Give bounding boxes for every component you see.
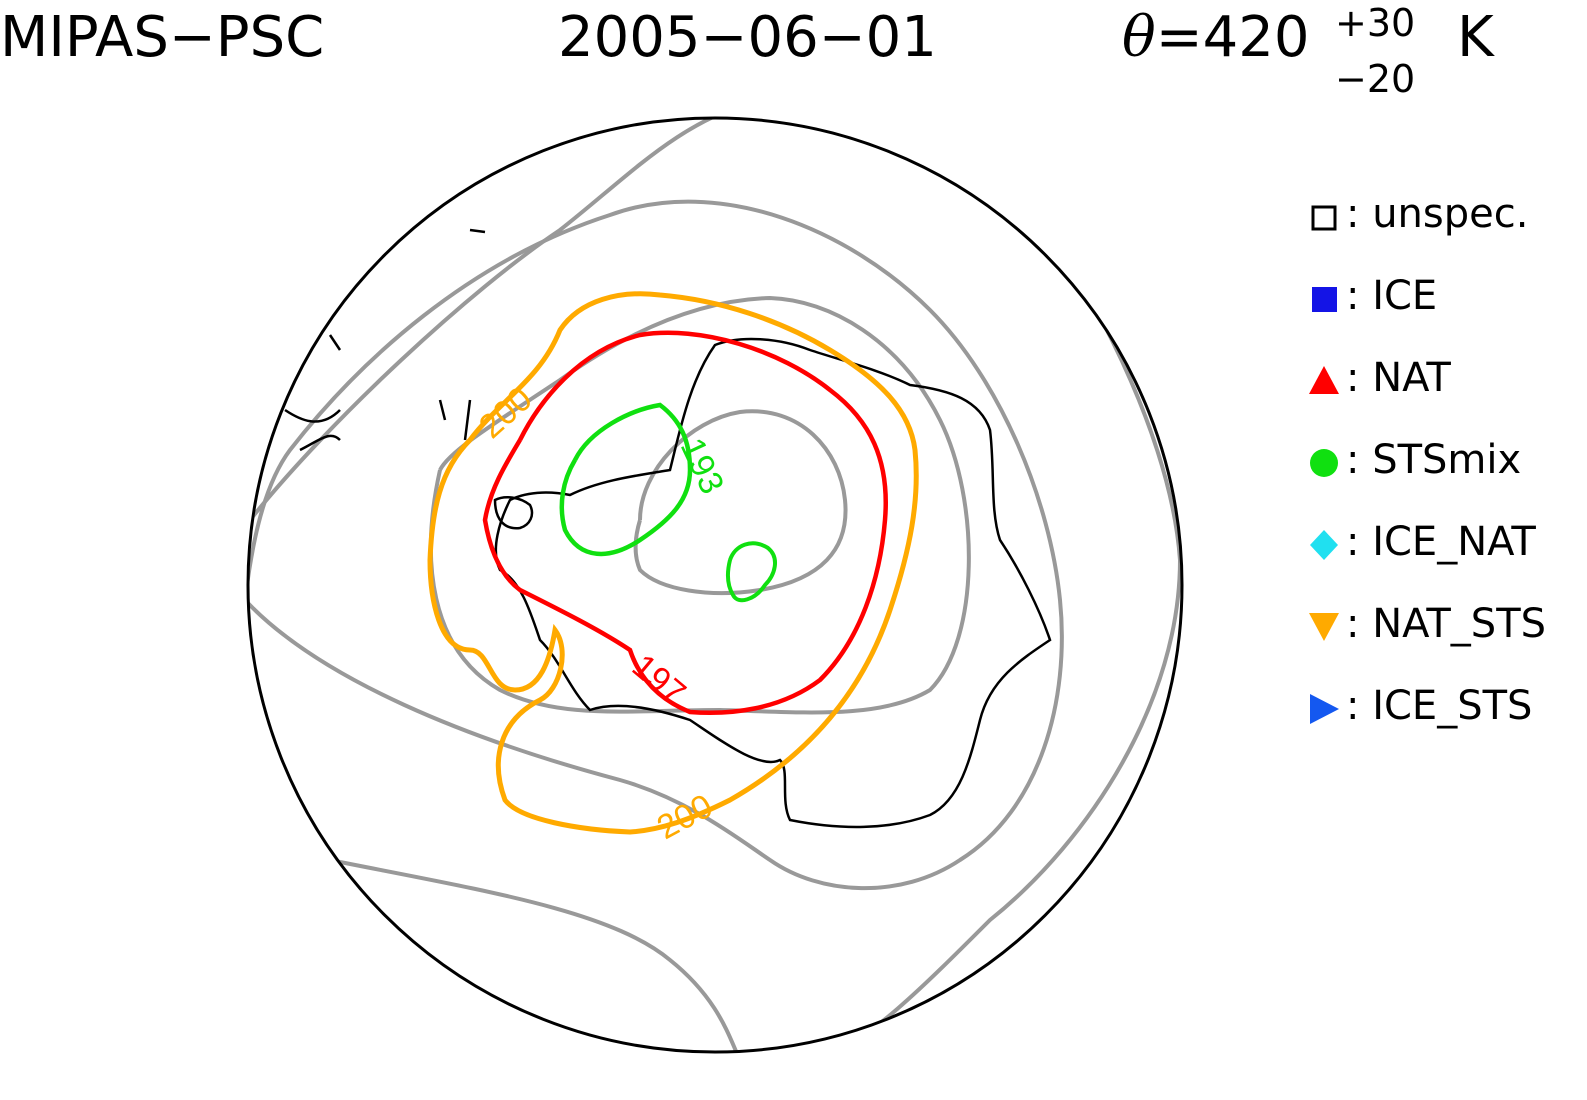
grey-contour-ring-3 (248, 199, 1064, 891)
legend-item-nat-sts: : NAT_STS (1308, 602, 1587, 646)
theta-unit: K (1457, 5, 1494, 70)
legend-item-nat: : NAT (1308, 356, 1587, 400)
triangle-right-icon (1310, 694, 1339, 724)
peninsula-islands (284, 228, 534, 530)
legend-label-stsmix: : STSmix (1346, 437, 1522, 483)
grey-contour-inner (633, 409, 848, 596)
stsmix-contour-large (559, 402, 693, 557)
legend-item-ice: : ICE (1308, 274, 1587, 318)
theta-value: =420 (1155, 5, 1310, 70)
grey-contour-ring-2 (428, 295, 971, 715)
stsmix-contour-small (726, 541, 777, 603)
legend-label-nat: : NAT (1346, 355, 1451, 401)
legend-item-unspec: : unspec. (1308, 192, 1587, 236)
theta-minus-tolerance: −20 (1335, 57, 1416, 101)
grey-contour-right-edge (819, 158, 1182, 1052)
nat-contour (482, 330, 888, 716)
theta-symbol: θ (1122, 5, 1156, 70)
contour-label-197: 197 (625, 647, 693, 713)
theta-plus-tolerance: +30 (1335, 1, 1416, 45)
diamond-icon (1310, 530, 1338, 560)
legend-item-stsmix: : STSmix (1308, 438, 1587, 482)
triangle-up-icon (1309, 366, 1339, 394)
grey-contour-ring-4 (329, 858, 742, 1052)
contour-label-200-upper: 200 (472, 380, 540, 446)
map-boundary (246, 116, 1184, 1054)
legend-label-ice: : ICE (1346, 273, 1438, 319)
nat-sts-contour (427, 291, 919, 835)
circle-icon (1310, 449, 1338, 477)
legend-label-unspec: : unspec. (1346, 191, 1529, 237)
legend-item-ice-sts: : ICE_STS (1308, 684, 1587, 728)
instrument-title: MIPAS−PSC (0, 5, 325, 70)
legend-item-ice-nat: : ICE_NAT (1308, 520, 1587, 564)
triangle-down-icon (1309, 613, 1339, 641)
open-square-icon (1311, 205, 1337, 231)
legend-label-ice-nat: : ICE_NAT (1346, 519, 1536, 565)
date-title: 2005−06−01 (558, 5, 937, 70)
theta-level-title: θ=420 +30 −20 K (1122, 4, 1494, 98)
legend-label-nat-sts: : NAT_STS (1346, 601, 1547, 647)
legend-label-ice-sts: : ICE_STS (1346, 683, 1533, 729)
filled-square-icon (1312, 287, 1337, 312)
